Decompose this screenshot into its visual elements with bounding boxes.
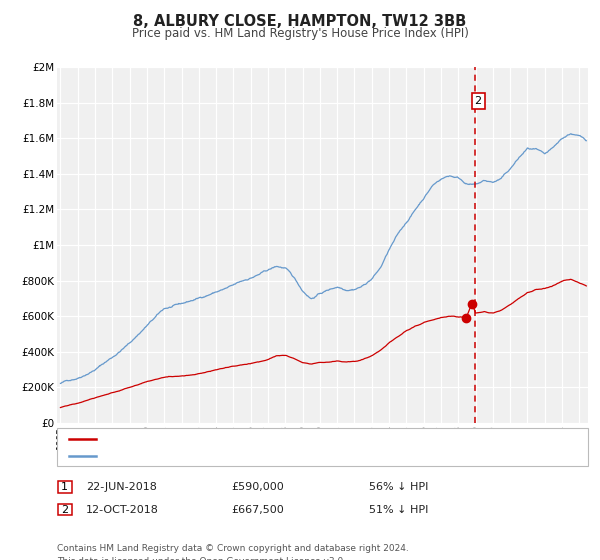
Text: Price paid vs. HM Land Registry's House Price Index (HPI): Price paid vs. HM Land Registry's House … [131, 27, 469, 40]
Text: 12-OCT-2018: 12-OCT-2018 [86, 505, 158, 515]
Text: 56% ↓ HPI: 56% ↓ HPI [369, 482, 428, 492]
Text: 8, ALBURY CLOSE, HAMPTON, TW12 3BB (detached house): 8, ALBURY CLOSE, HAMPTON, TW12 3BB (deta… [100, 433, 406, 444]
Text: 1: 1 [61, 482, 68, 492]
Text: 2: 2 [61, 505, 68, 515]
Text: £590,000: £590,000 [231, 482, 284, 492]
Text: 22-JUN-2018: 22-JUN-2018 [86, 482, 157, 492]
Text: Contains HM Land Registry data © Crown copyright and database right 2024.
This d: Contains HM Land Registry data © Crown c… [57, 544, 409, 560]
Text: 2: 2 [475, 96, 482, 106]
Text: 8, ALBURY CLOSE, HAMPTON, TW12 3BB: 8, ALBURY CLOSE, HAMPTON, TW12 3BB [133, 14, 467, 29]
Text: £667,500: £667,500 [231, 505, 284, 515]
Text: 51% ↓ HPI: 51% ↓ HPI [369, 505, 428, 515]
Text: HPI: Average price, detached house, Richmond upon Thames: HPI: Average price, detached house, Rich… [100, 451, 419, 461]
